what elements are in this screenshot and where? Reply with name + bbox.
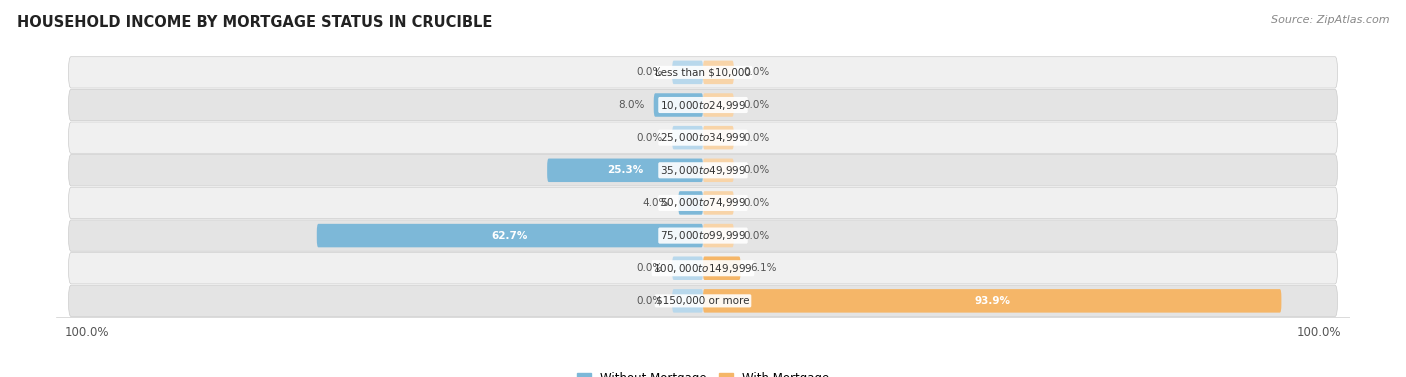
FancyBboxPatch shape bbox=[69, 89, 1337, 121]
FancyBboxPatch shape bbox=[672, 126, 703, 149]
Text: $10,000 to $24,999: $10,000 to $24,999 bbox=[659, 98, 747, 112]
Text: 25.3%: 25.3% bbox=[607, 165, 643, 175]
Text: 6.1%: 6.1% bbox=[749, 263, 776, 273]
Text: 0.0%: 0.0% bbox=[637, 263, 664, 273]
Text: $75,000 to $99,999: $75,000 to $99,999 bbox=[659, 229, 747, 242]
Text: $150,000 or more: $150,000 or more bbox=[657, 296, 749, 306]
Text: $25,000 to $34,999: $25,000 to $34,999 bbox=[659, 131, 747, 144]
Text: HOUSEHOLD INCOME BY MORTGAGE STATUS IN CRUCIBLE: HOUSEHOLD INCOME BY MORTGAGE STATUS IN C… bbox=[17, 15, 492, 30]
FancyBboxPatch shape bbox=[69, 57, 1337, 88]
FancyBboxPatch shape bbox=[703, 289, 1281, 313]
FancyBboxPatch shape bbox=[672, 289, 703, 313]
FancyBboxPatch shape bbox=[703, 224, 734, 247]
FancyBboxPatch shape bbox=[69, 253, 1337, 284]
Text: 93.9%: 93.9% bbox=[974, 296, 1010, 306]
FancyBboxPatch shape bbox=[654, 93, 703, 117]
Text: 0.0%: 0.0% bbox=[637, 296, 664, 306]
Text: 62.7%: 62.7% bbox=[492, 231, 529, 241]
Text: 0.0%: 0.0% bbox=[742, 165, 769, 175]
Text: 0.0%: 0.0% bbox=[637, 133, 664, 143]
Text: 0.0%: 0.0% bbox=[742, 133, 769, 143]
FancyBboxPatch shape bbox=[703, 191, 734, 215]
FancyBboxPatch shape bbox=[703, 256, 741, 280]
Text: $50,000 to $74,999: $50,000 to $74,999 bbox=[659, 196, 747, 210]
FancyBboxPatch shape bbox=[672, 256, 703, 280]
FancyBboxPatch shape bbox=[69, 122, 1337, 153]
Text: Source: ZipAtlas.com: Source: ZipAtlas.com bbox=[1271, 15, 1389, 25]
Legend: Without Mortgage, With Mortgage: Without Mortgage, With Mortgage bbox=[572, 367, 834, 377]
Text: $100,000 to $149,999: $100,000 to $149,999 bbox=[654, 262, 752, 275]
FancyBboxPatch shape bbox=[547, 159, 703, 182]
Text: 4.0%: 4.0% bbox=[643, 198, 669, 208]
FancyBboxPatch shape bbox=[703, 126, 734, 149]
FancyBboxPatch shape bbox=[316, 224, 703, 247]
FancyBboxPatch shape bbox=[69, 187, 1337, 219]
Text: 0.0%: 0.0% bbox=[742, 67, 769, 77]
Text: 0.0%: 0.0% bbox=[637, 67, 664, 77]
FancyBboxPatch shape bbox=[69, 155, 1337, 186]
FancyBboxPatch shape bbox=[678, 191, 703, 215]
Text: Less than $10,000: Less than $10,000 bbox=[655, 67, 751, 77]
Text: 0.0%: 0.0% bbox=[742, 198, 769, 208]
Text: 0.0%: 0.0% bbox=[742, 100, 769, 110]
FancyBboxPatch shape bbox=[69, 285, 1337, 317]
FancyBboxPatch shape bbox=[703, 159, 734, 182]
FancyBboxPatch shape bbox=[672, 61, 703, 84]
Text: 0.0%: 0.0% bbox=[742, 231, 769, 241]
Text: $35,000 to $49,999: $35,000 to $49,999 bbox=[659, 164, 747, 177]
FancyBboxPatch shape bbox=[69, 220, 1337, 251]
FancyBboxPatch shape bbox=[703, 93, 734, 117]
Text: 8.0%: 8.0% bbox=[619, 100, 644, 110]
FancyBboxPatch shape bbox=[703, 61, 734, 84]
